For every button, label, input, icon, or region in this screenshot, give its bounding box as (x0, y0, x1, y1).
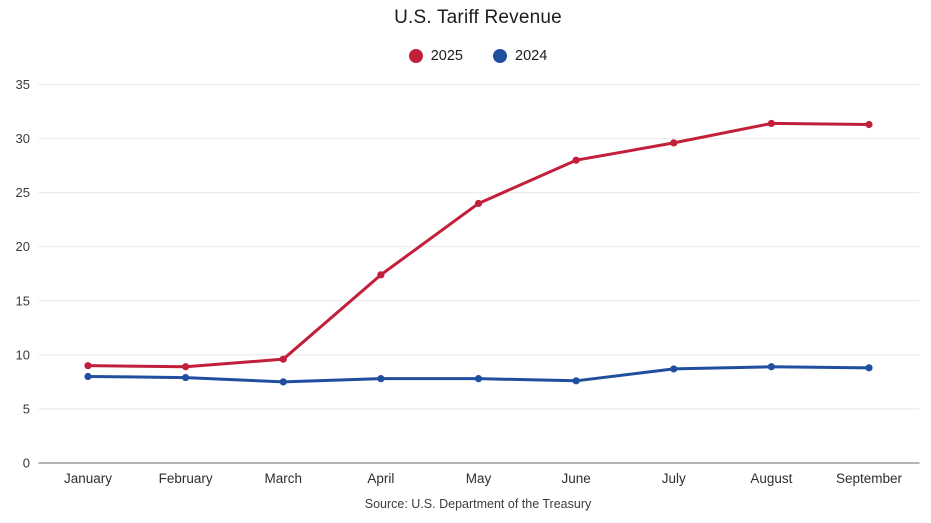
legend-item-2025: 2025 (408, 48, 463, 64)
x-tick-label: June (561, 471, 590, 486)
x-tick-label: April (367, 471, 394, 486)
data-point-2025-February (182, 363, 190, 371)
series-line-2025 (86, 121, 871, 369)
data-point-2025-April (377, 271, 385, 279)
x-tick-label: September (836, 471, 903, 486)
chart-title: U.S. Tariff Revenue (394, 7, 562, 28)
x-tick-label: March (264, 471, 302, 486)
x-tick-label: January (64, 471, 112, 486)
data-point-2024-January (84, 372, 92, 381)
y-tick-label: 35 (16, 77, 30, 92)
data-point-2024-May (474, 375, 483, 383)
data-point-2024-June (572, 377, 580, 385)
y-tick-label: 0 (23, 456, 30, 471)
data-point-2024-August (767, 363, 775, 371)
legend-label-2024: 2024 (515, 48, 548, 64)
data-point-2024-April (377, 375, 385, 383)
data-point-2024-September (865, 364, 873, 372)
y-tick-label: 25 (16, 185, 30, 200)
data-point-2024-February (182, 373, 190, 382)
legend-swatch-2024-icon (493, 49, 507, 63)
x-tick-label: May (466, 471, 492, 486)
data-point-2025-July (670, 139, 678, 147)
y-tick-label: 5 (23, 401, 30, 416)
y-tick-label: 30 (16, 131, 30, 146)
legend-swatch-2025-icon (408, 49, 423, 63)
data-point-2025-May (474, 199, 483, 208)
data-point-2025-March (279, 355, 287, 363)
x-tick-label: July (662, 471, 686, 486)
legend-item-2024: 2024 (493, 48, 547, 64)
chart-legend: 2025 2024 (28, 48, 928, 64)
source-caption: Source: U.S. Department of the Treasury (364, 497, 592, 511)
data-point-2025-January (84, 362, 92, 370)
data-point-2025-August (767, 119, 775, 128)
x-tick-label: February (159, 471, 213, 486)
y-tick-label: 15 (16, 293, 30, 308)
data-point-2024-July (670, 365, 678, 373)
data-point-2025-September (865, 120, 873, 129)
x-tick-label: August (750, 471, 792, 486)
data-point-2024-March (279, 378, 287, 386)
y-tick-label: 20 (16, 239, 30, 254)
y-tick-label: 10 (16, 347, 30, 362)
data-point-2025-June (572, 156, 580, 164)
legend-label-2025: 2025 (430, 48, 463, 64)
